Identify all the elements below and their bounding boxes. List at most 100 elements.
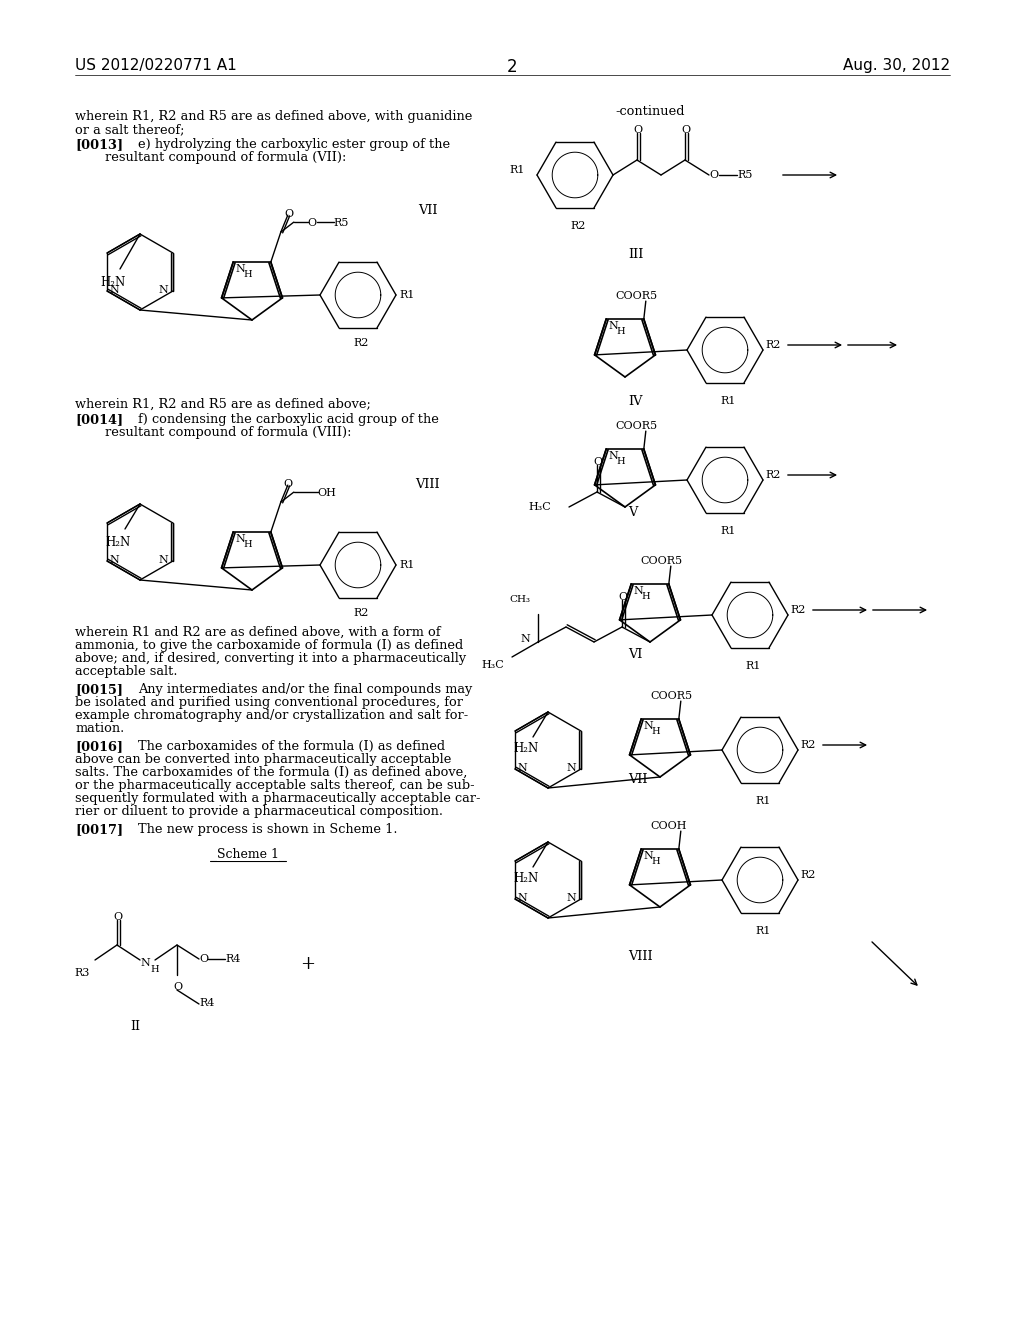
Text: [0017]: [0017]	[75, 822, 123, 836]
Text: II: II	[130, 1020, 140, 1034]
Text: R2: R2	[765, 341, 780, 350]
Text: ammonia, to give the carboxamide of formula (I) as defined: ammonia, to give the carboxamide of form…	[75, 639, 463, 652]
Text: O: O	[709, 170, 718, 180]
Text: The new process is shown in Scheme 1.: The new process is shown in Scheme 1.	[138, 822, 397, 836]
Text: COOR5: COOR5	[615, 421, 657, 432]
Text: H: H	[641, 593, 650, 601]
Text: above; and, if desired, converting it into a pharmaceutically: above; and, if desired, converting it in…	[75, 652, 466, 665]
Text: H: H	[616, 327, 625, 337]
Text: sequently formulated with a pharmaceutically acceptable car-: sequently formulated with a pharmaceutic…	[75, 792, 480, 805]
Text: COOR5: COOR5	[650, 690, 692, 701]
Text: VII: VII	[628, 774, 647, 785]
Text: IV: IV	[628, 395, 642, 408]
Text: O: O	[593, 457, 602, 467]
Text: [0016]: [0016]	[75, 741, 123, 752]
Text: H₃C: H₃C	[481, 660, 504, 671]
Text: Scheme 1: Scheme 1	[217, 847, 279, 861]
Text: N: N	[236, 535, 245, 544]
Text: O: O	[681, 125, 690, 135]
Text: OH: OH	[317, 488, 337, 498]
Text: O: O	[284, 479, 293, 490]
Text: salts. The carboxamides of the formula (I) as defined above,: salts. The carboxamides of the formula (…	[75, 766, 467, 779]
Text: R5: R5	[334, 218, 349, 228]
Text: COOR5: COOR5	[640, 556, 682, 566]
Text: or the pharmaceutically acceptable salts thereof, can be sub-: or the pharmaceutically acceptable salts…	[75, 779, 475, 792]
Text: Any intermediates and/or the final compounds may: Any intermediates and/or the final compo…	[138, 682, 472, 696]
Text: R4: R4	[199, 998, 214, 1008]
Text: VIII: VIII	[628, 950, 652, 964]
Text: resultant compound of formula (VII):: resultant compound of formula (VII):	[105, 150, 346, 164]
Text: H: H	[243, 271, 252, 279]
Text: VII: VII	[418, 205, 437, 216]
Text: Aug. 30, 2012: Aug. 30, 2012	[843, 58, 950, 73]
Text: N: N	[608, 451, 617, 461]
Text: N: N	[140, 958, 150, 968]
Text: R2: R2	[800, 870, 815, 880]
Text: f) condensing the carboxylic acid group of the: f) condensing the carboxylic acid group …	[138, 413, 439, 426]
Text: R2: R2	[765, 470, 780, 480]
Text: R1: R1	[399, 560, 415, 570]
Text: H₂N: H₂N	[100, 276, 125, 289]
Text: R2: R2	[790, 605, 805, 615]
Text: acceptable salt.: acceptable salt.	[75, 665, 177, 678]
Text: H: H	[651, 727, 659, 737]
Text: N: N	[110, 285, 119, 294]
Text: R2: R2	[800, 741, 815, 750]
Text: O: O	[633, 125, 642, 135]
Text: N: N	[608, 321, 617, 331]
Text: 2: 2	[507, 58, 517, 77]
Text: R1: R1	[720, 525, 735, 536]
Text: COOR5: COOR5	[615, 290, 657, 301]
Text: CH₃: CH₃	[509, 595, 530, 605]
Text: R1: R1	[755, 927, 770, 936]
Text: N: N	[159, 554, 169, 565]
Text: R2: R2	[353, 609, 369, 618]
Text: above can be converted into pharmaceutically acceptable: above can be converted into pharmaceutic…	[75, 752, 452, 766]
Text: COOH: COOH	[650, 821, 686, 832]
Text: N: N	[236, 264, 245, 275]
Text: N: N	[567, 763, 577, 774]
Text: R2: R2	[353, 338, 369, 348]
Text: R1: R1	[720, 396, 735, 407]
Text: N: N	[159, 285, 169, 294]
Text: O: O	[618, 591, 627, 602]
Text: [0015]: [0015]	[75, 682, 123, 696]
Text: H₂N: H₂N	[105, 536, 130, 549]
Text: or a salt thereof;: or a salt thereof;	[75, 123, 184, 136]
Text: O: O	[285, 209, 293, 219]
Text: N: N	[567, 894, 577, 903]
Text: VIII: VIII	[415, 478, 439, 491]
Text: resultant compound of formula (VIII):: resultant compound of formula (VIII):	[105, 426, 351, 440]
Text: N: N	[643, 721, 653, 731]
Text: +: +	[300, 954, 315, 973]
Text: R2: R2	[570, 220, 586, 231]
Text: [0014]: [0014]	[75, 413, 123, 426]
Text: The carboxamides of the formula (I) as defined: The carboxamides of the formula (I) as d…	[138, 741, 445, 752]
Text: example chromatography and/or crystallization and salt for-: example chromatography and/or crystalliz…	[75, 709, 468, 722]
Text: N: N	[110, 554, 119, 565]
Text: H: H	[651, 857, 659, 866]
Text: H: H	[243, 540, 252, 549]
Text: N: N	[520, 634, 530, 644]
Text: be isolated and purified using conventional procedures, for: be isolated and purified using conventio…	[75, 696, 463, 709]
Text: R5: R5	[737, 170, 753, 180]
Text: H₃C: H₃C	[528, 502, 551, 512]
Text: H₂N: H₂N	[513, 742, 539, 755]
Text: III: III	[628, 248, 643, 261]
Text: H: H	[150, 965, 159, 974]
Text: H: H	[616, 457, 625, 466]
Text: O: O	[199, 954, 208, 964]
Text: [0013]: [0013]	[75, 139, 123, 150]
Text: mation.: mation.	[75, 722, 124, 735]
Text: O: O	[113, 912, 122, 921]
Text: V: V	[628, 506, 637, 519]
Text: N: N	[633, 586, 643, 597]
Text: R1: R1	[745, 661, 761, 671]
Text: R3: R3	[75, 968, 90, 978]
Text: N: N	[517, 763, 526, 774]
Text: rier or diluent to provide a pharmaceutical composition.: rier or diluent to provide a pharmaceuti…	[75, 805, 443, 818]
Text: VI: VI	[628, 648, 642, 661]
Text: wherein R1, R2 and R5 are as defined above, with guanidine: wherein R1, R2 and R5 are as defined abo…	[75, 110, 472, 123]
Text: O: O	[173, 982, 182, 993]
Text: US 2012/0220771 A1: US 2012/0220771 A1	[75, 58, 237, 73]
